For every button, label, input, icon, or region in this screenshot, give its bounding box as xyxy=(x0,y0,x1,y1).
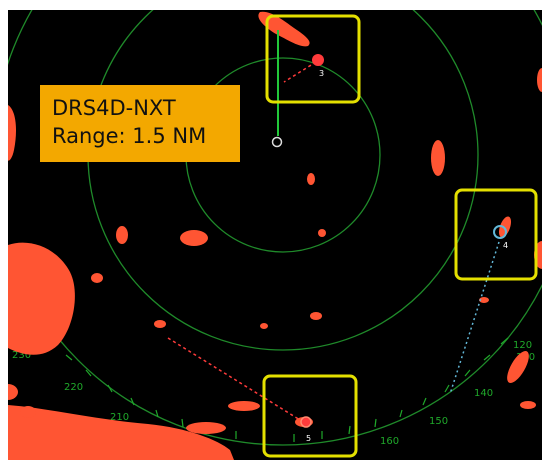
bearing-label-160: 160 xyxy=(380,436,399,447)
target-3-echo xyxy=(312,54,324,66)
target-5-label: 5 xyxy=(306,434,311,443)
bearing-label-140: 140 xyxy=(474,388,493,399)
radar-scope: 120 130 140 150 160 200 210 220 230 xyxy=(8,10,542,460)
radar-display: 120 130 140 150 160 200 210 220 230 xyxy=(8,10,542,460)
target-5-highlight-box xyxy=(262,374,358,458)
target-4-highlight-box xyxy=(454,188,538,281)
target-5-marker xyxy=(300,416,312,428)
range-ring-middle xyxy=(87,10,479,351)
own-ship-marker xyxy=(271,136,283,148)
target-4-label: 4 xyxy=(503,241,508,250)
target-3-vector xyxy=(283,61,317,83)
target-4-marker xyxy=(493,225,507,239)
range-ring-outer xyxy=(8,10,542,446)
target-3-highlight-box xyxy=(265,14,361,104)
bearing-label-230: 230 xyxy=(12,350,31,361)
target-3-label: 3 xyxy=(319,69,324,78)
radar-info-box: DRS4D-NXT Range: 1.5 NM xyxy=(40,85,240,162)
target-4-vector xyxy=(449,241,500,395)
target-5-vector xyxy=(167,337,301,421)
radar-model-label: DRS4D-NXT xyxy=(52,96,176,120)
radar-range-label: Range: 1.5 NM xyxy=(52,124,207,148)
bearing-label-150: 150 xyxy=(429,416,448,427)
radar-echoes xyxy=(8,11,542,460)
bearing-label-220: 220 xyxy=(64,382,83,393)
bearing-label-210: 210 xyxy=(110,412,129,423)
bearing-label-120: 120 xyxy=(513,340,532,351)
target-4-echo xyxy=(498,216,512,238)
